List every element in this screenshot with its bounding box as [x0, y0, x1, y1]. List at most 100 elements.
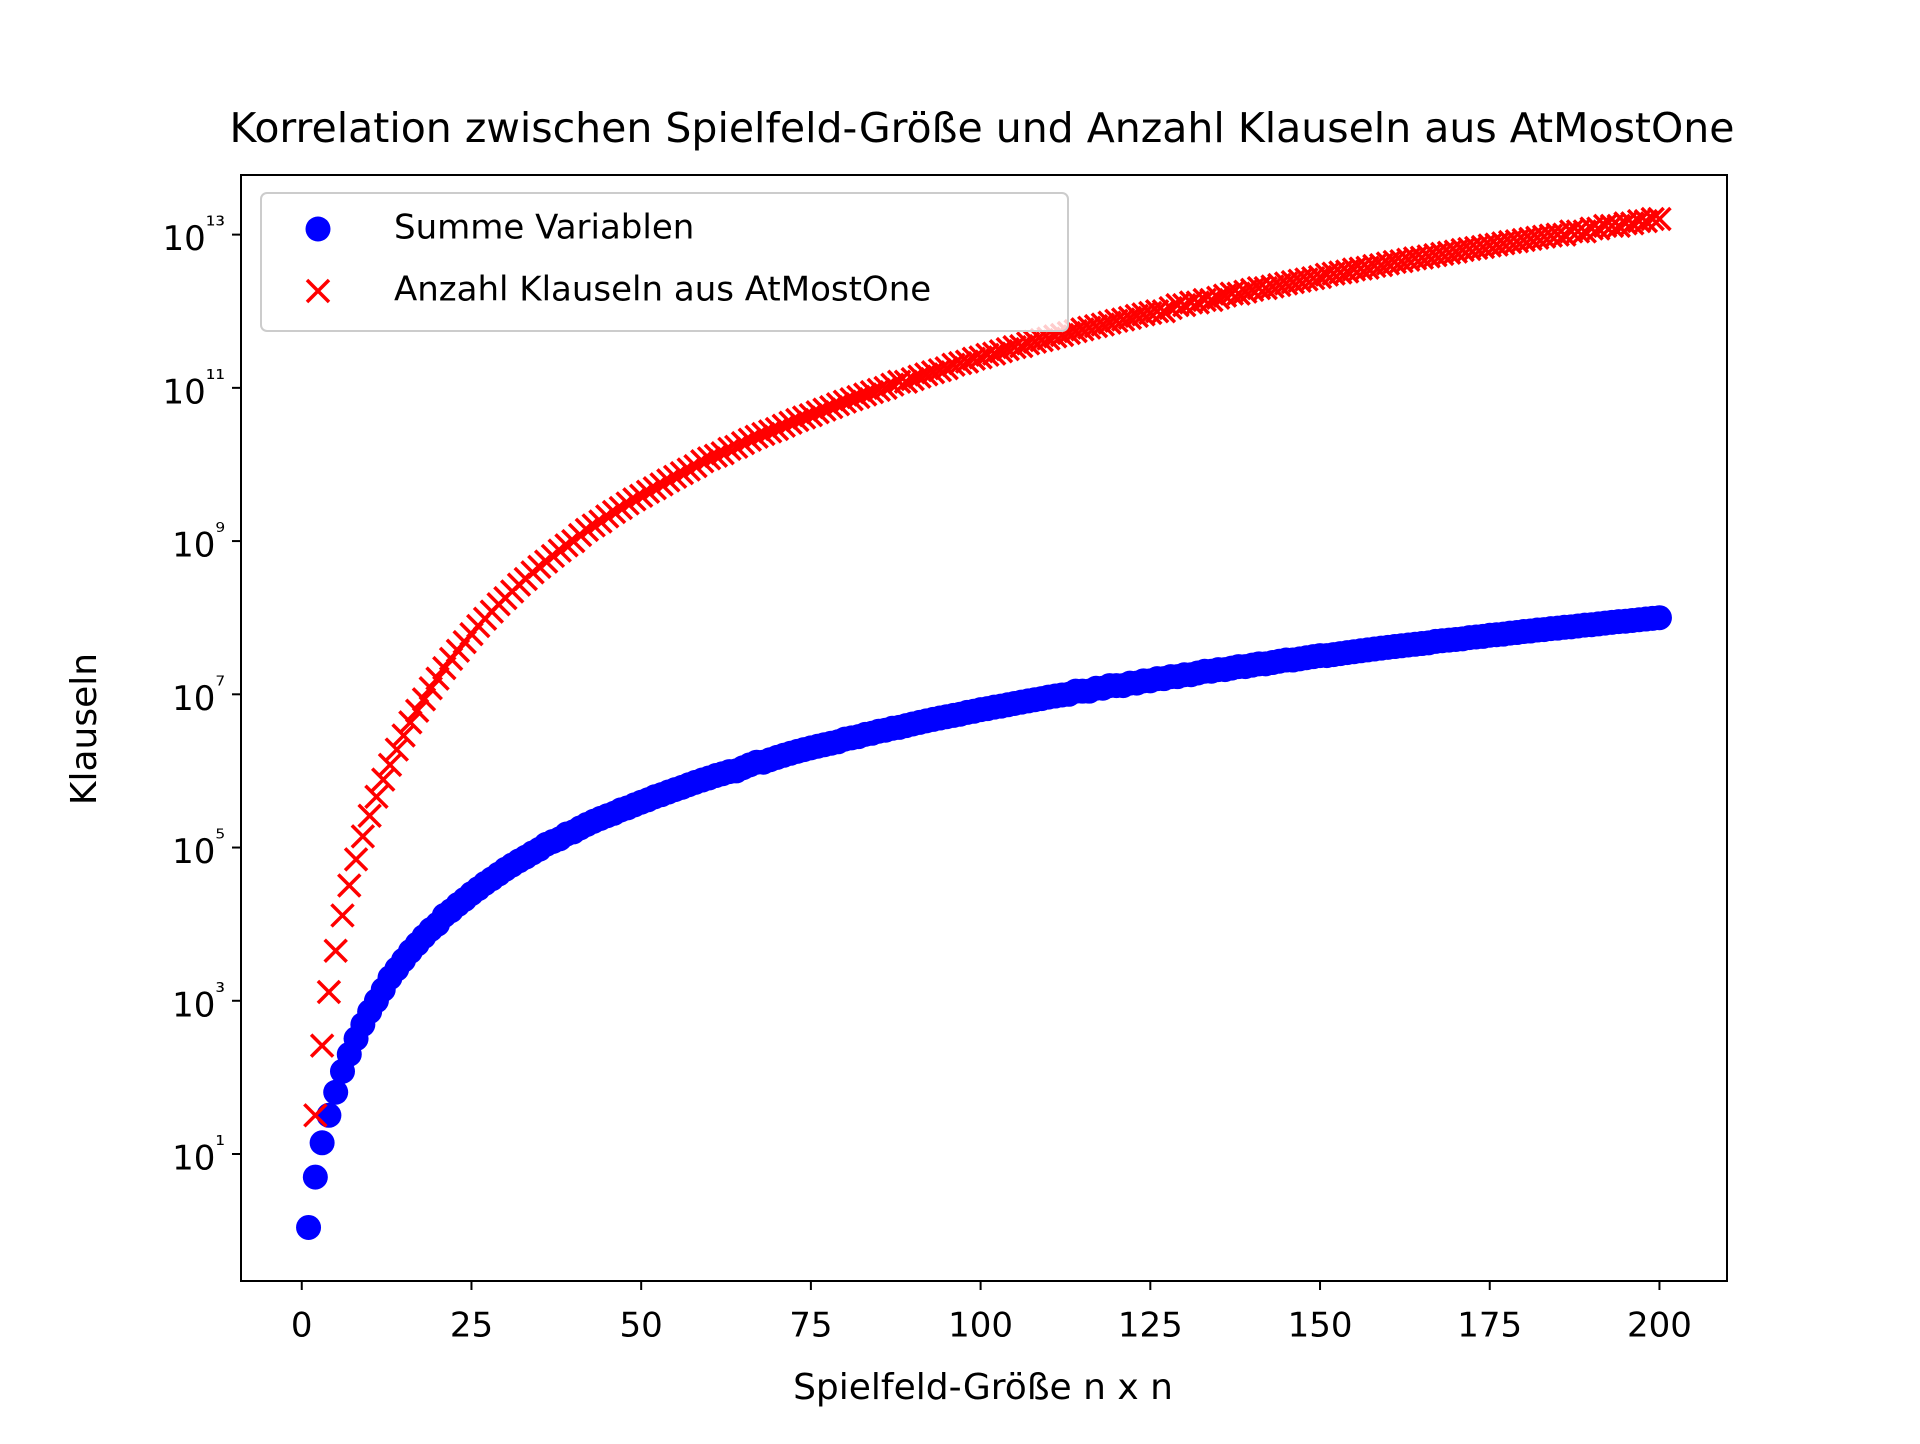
data-point	[628, 483, 654, 509]
data-point	[866, 377, 892, 403]
data-point	[893, 369, 919, 395]
data-point	[723, 434, 749, 460]
data-point	[398, 710, 423, 735]
data-point	[819, 394, 844, 420]
data-point	[1205, 285, 1231, 310]
y-tick-label: 10¹¹	[162, 365, 225, 413]
data-point	[642, 475, 667, 501]
data-point	[649, 472, 674, 497]
data-point	[1029, 327, 1054, 353]
data-point	[1002, 334, 1027, 360]
data-point	[934, 356, 959, 381]
data-point	[404, 698, 430, 723]
data-point	[744, 424, 769, 449]
data-point	[696, 446, 722, 471]
data-point	[1151, 298, 1177, 324]
x-tick-label: 75	[789, 1306, 832, 1346]
data-point	[920, 359, 946, 385]
data-point	[703, 443, 729, 468]
data-point	[581, 513, 606, 538]
data-point	[1199, 287, 1224, 313]
y-tick-label: 10¹	[172, 1131, 225, 1179]
data-point	[384, 737, 410, 762]
data-point	[771, 413, 796, 439]
data-point	[676, 457, 701, 482]
data-point	[302, 1164, 328, 1190]
data-point	[316, 1102, 342, 1128]
data-point	[954, 349, 980, 374]
x-tick-label: 175	[1457, 1306, 1522, 1346]
x-tick-label: 25	[450, 1306, 493, 1346]
data-point	[635, 479, 661, 505]
data-point	[914, 362, 939, 387]
data-point	[805, 400, 830, 425]
data-point	[1646, 605, 1672, 631]
data-point	[968, 345, 993, 370]
x-tick-label: 0	[291, 1306, 313, 1346]
data-point	[852, 382, 878, 407]
plot-area	[241, 175, 1727, 1281]
y-tick-label: 10⁵	[172, 825, 225, 873]
data-point	[791, 405, 817, 430]
data-point	[370, 767, 396, 792]
data-point	[690, 449, 715, 474]
data-point	[730, 430, 756, 456]
legend-label: Summe Variablen	[394, 208, 694, 248]
data-point	[846, 384, 871, 410]
data-point	[364, 784, 389, 810]
data-point	[751, 421, 776, 447]
data-point	[554, 533, 579, 558]
data-point	[832, 389, 858, 414]
data-point	[798, 402, 824, 428]
data-point	[323, 938, 348, 963]
data-point	[350, 824, 376, 849]
data-point	[948, 350, 973, 376]
y-tick-label: 10⁷	[172, 671, 225, 719]
x-tick-label: 150	[1288, 1306, 1353, 1346]
data-point	[785, 407, 810, 433]
data-point	[778, 410, 803, 436]
data-point	[757, 419, 783, 444]
data-point	[737, 427, 763, 453]
data-point	[296, 1214, 322, 1240]
data-point	[900, 366, 925, 392]
data-point	[411, 687, 437, 712]
chart-title: Korrelation zwischen Spielfeld-Größe und…	[229, 104, 1734, 152]
data-point	[812, 397, 837, 422]
data-point	[377, 752, 403, 778]
data-point	[425, 666, 450, 691]
data-point	[357, 803, 382, 828]
data-point	[303, 1103, 328, 1128]
data-point	[961, 346, 987, 371]
legend-marker	[305, 278, 331, 304]
y-tick-label: 10¹³	[162, 212, 225, 259]
x-tick-label: 100	[948, 1306, 1013, 1346]
data-point	[309, 1033, 335, 1058]
x-tick-label: 125	[1118, 1306, 1183, 1346]
data-point	[717, 436, 742, 462]
series	[303, 206, 1672, 1128]
data-point	[615, 491, 640, 516]
data-point	[839, 387, 864, 412]
data-point	[1226, 281, 1251, 306]
data-point	[601, 499, 627, 525]
legend-label: Anzahl Klauseln aus AtMostOne	[394, 270, 931, 310]
data-point	[825, 392, 851, 417]
data-point	[1009, 333, 1034, 359]
data-point	[907, 364, 932, 389]
data-point	[656, 468, 681, 493]
data-point	[1640, 206, 1665, 232]
x-axis-label: Spielfeld-Größe n x n	[793, 1367, 1173, 1408]
y-axis-label: Klauseln	[64, 653, 105, 805]
series	[296, 605, 1672, 1240]
x-tick-label: 50	[620, 1306, 663, 1346]
data-point	[981, 341, 1007, 366]
y-tick-label: 10³	[172, 978, 225, 1025]
plot-frame	[240, 174, 1728, 1282]
legend-box	[260, 192, 1069, 332]
data-point	[662, 464, 688, 490]
data-point	[343, 847, 369, 872]
data-point	[1090, 312, 1116, 337]
